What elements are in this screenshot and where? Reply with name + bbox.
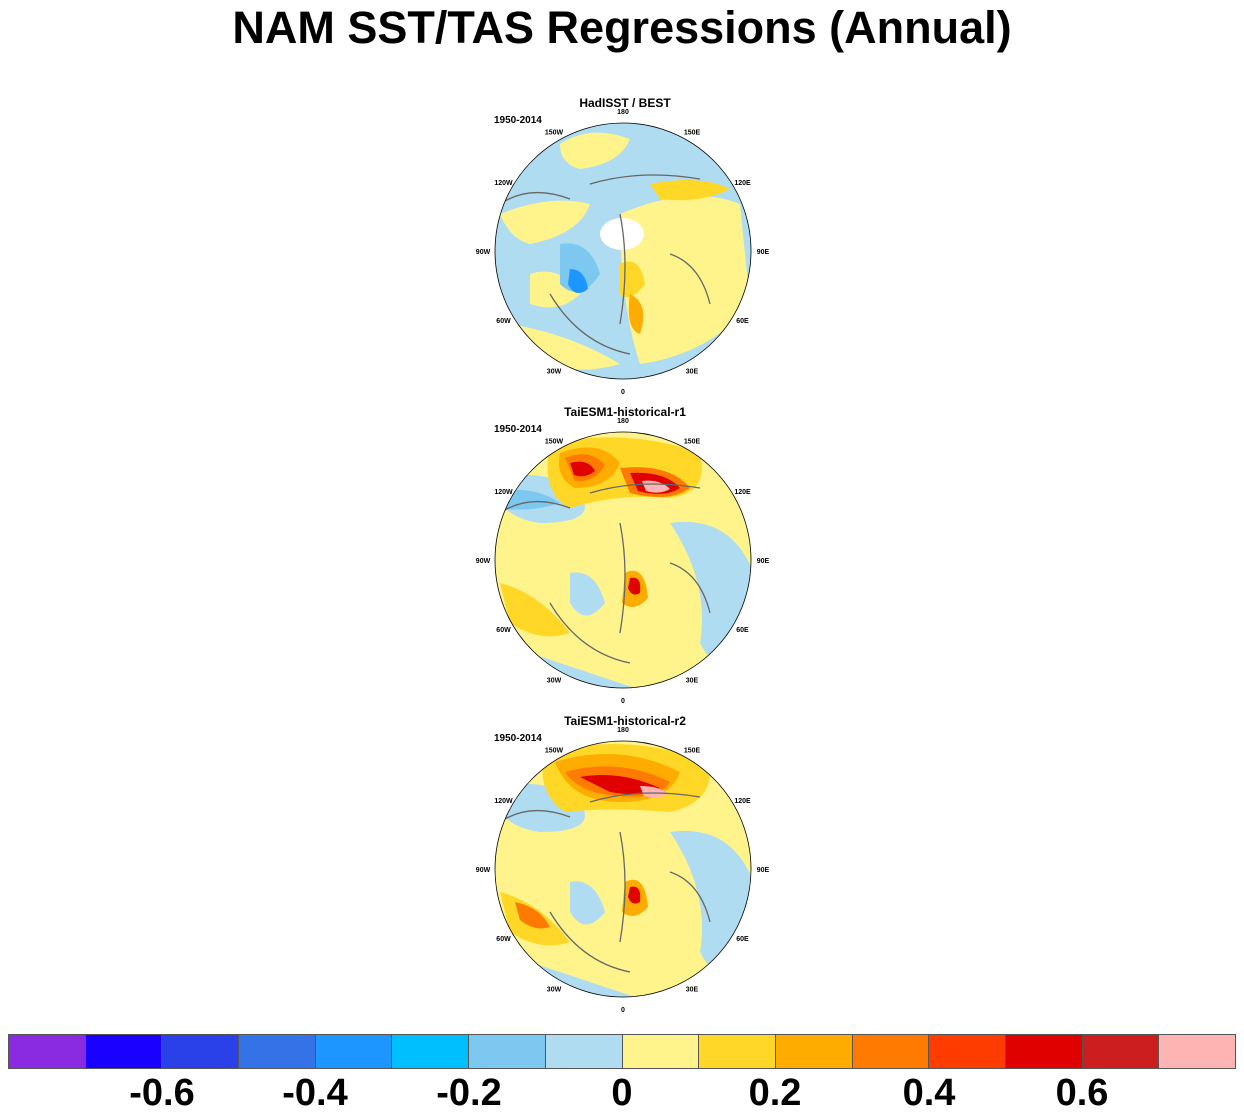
- polar-map: 180 150E 120E 90E 60E 30E 0 30W 60W 90W 120W 150W: [476, 418, 770, 705]
- colorbar-tick: 0: [611, 1072, 633, 1114]
- colorbar-swatch: [699, 1035, 776, 1068]
- figure-title: NAM SST/TAS Regressions (Annual): [232, 2, 1012, 53]
- colorbar-swatch: [1005, 1035, 1083, 1068]
- longitude-label: 0: [621, 698, 625, 705]
- longitude-label: 150W: [545, 748, 564, 755]
- colorbar-swatch: [1159, 1035, 1235, 1068]
- colorbar-tick: 0.2: [748, 1072, 802, 1114]
- longitude-label: 60E: [736, 627, 749, 634]
- longitude-label: 120E: [734, 798, 751, 805]
- colorbar-swatch: [775, 1035, 853, 1068]
- longitude-label: 150E: [684, 130, 701, 137]
- longitude-label: 180: [617, 418, 629, 425]
- longitude-label: 90E: [757, 558, 770, 565]
- colorbar-swatch: [239, 1035, 316, 1068]
- longitude-label: 180: [617, 109, 629, 116]
- longitude-label: 60E: [736, 936, 749, 943]
- polar-map: 180 150E 120E 90E 60E 30E 0 30W 60W 90W 120W 150W: [476, 727, 770, 1014]
- map-panel-1: HadISST / BEST 1950-2014 180 150E 120E 90E 6…: [470, 96, 780, 404]
- longitude-label: 60W: [496, 318, 511, 325]
- colorbar-swatch: [162, 1035, 240, 1068]
- colorbar-tick: -0.6: [129, 1072, 195, 1114]
- panel-title: TaiESM1-historical-r1: [564, 405, 686, 419]
- colorbar-swatch: [929, 1035, 1006, 1068]
- colorbar-swatch: [392, 1035, 470, 1068]
- longitude-label: 120E: [734, 489, 751, 496]
- longitude-label: 180: [617, 727, 629, 734]
- longitude-label: 120W: [494, 798, 513, 805]
- colorbar-swatch: [9, 1035, 86, 1068]
- colorbar-tick: 0.4: [902, 1072, 956, 1114]
- panel-period: 1950-2014: [494, 115, 542, 126]
- colorbar: [8, 1034, 1236, 1069]
- polar-map: 180 150E 120E 90E 60E 30E 0 30W 60W 90W 120W 150W: [476, 109, 770, 396]
- map-panel-2: TaiESM1-historical-r1 1950-2014 180 150E 1…: [470, 405, 780, 713]
- colorbar-swatch: [852, 1035, 930, 1068]
- colorbar-swatch: [545, 1035, 623, 1068]
- longitude-label: 30W: [547, 369, 562, 376]
- longitude-label: 90E: [757, 249, 770, 256]
- panel-title: HadISST / BEST: [579, 96, 671, 110]
- longitude-label: 30E: [686, 987, 699, 994]
- longitude-label: 30W: [547, 987, 562, 994]
- colorbar-tick: -0.4: [282, 1072, 348, 1114]
- longitude-label: 30E: [686, 678, 699, 685]
- longitude-label: 60W: [496, 627, 511, 634]
- colorbar-tick: 0.6: [1055, 1072, 1109, 1114]
- longitude-label: 30W: [547, 678, 562, 685]
- longitude-label: 150W: [545, 439, 564, 446]
- longitude-label: 120W: [494, 180, 513, 187]
- longitude-label: 90W: [476, 558, 491, 565]
- longitude-label: 0: [621, 389, 625, 396]
- colorbar-swatch: [469, 1035, 546, 1068]
- panel-period: 1950-2014: [494, 424, 542, 435]
- longitude-label: 150W: [545, 130, 564, 137]
- colorbar-swatch: [315, 1035, 393, 1068]
- longitude-label: 90W: [476, 249, 491, 256]
- colorbar-swatch: [1082, 1035, 1160, 1068]
- longitude-label: 120W: [494, 489, 513, 496]
- colorbar-tick: -0.2: [436, 1072, 502, 1114]
- longitude-label: 90E: [757, 867, 770, 874]
- longitude-label: 120E: [734, 180, 751, 187]
- map-panel-3: TaiESM1-historical-r2 1950-2014 180 150E 1…: [470, 714, 780, 1022]
- panel-period: 1950-2014: [494, 733, 542, 744]
- longitude-label: 60E: [736, 318, 749, 325]
- colorbar-swatch: [85, 1035, 163, 1068]
- longitude-label: 30E: [686, 369, 699, 376]
- colorbar-swatch: [622, 1035, 700, 1068]
- longitude-label: 0: [621, 1007, 625, 1014]
- panel-title: TaiESM1-historical-r2: [564, 714, 686, 728]
- longitude-label: 150E: [684, 439, 701, 446]
- longitude-label: 150E: [684, 748, 701, 755]
- longitude-label: 60W: [496, 936, 511, 943]
- longitude-label: 90W: [476, 867, 491, 874]
